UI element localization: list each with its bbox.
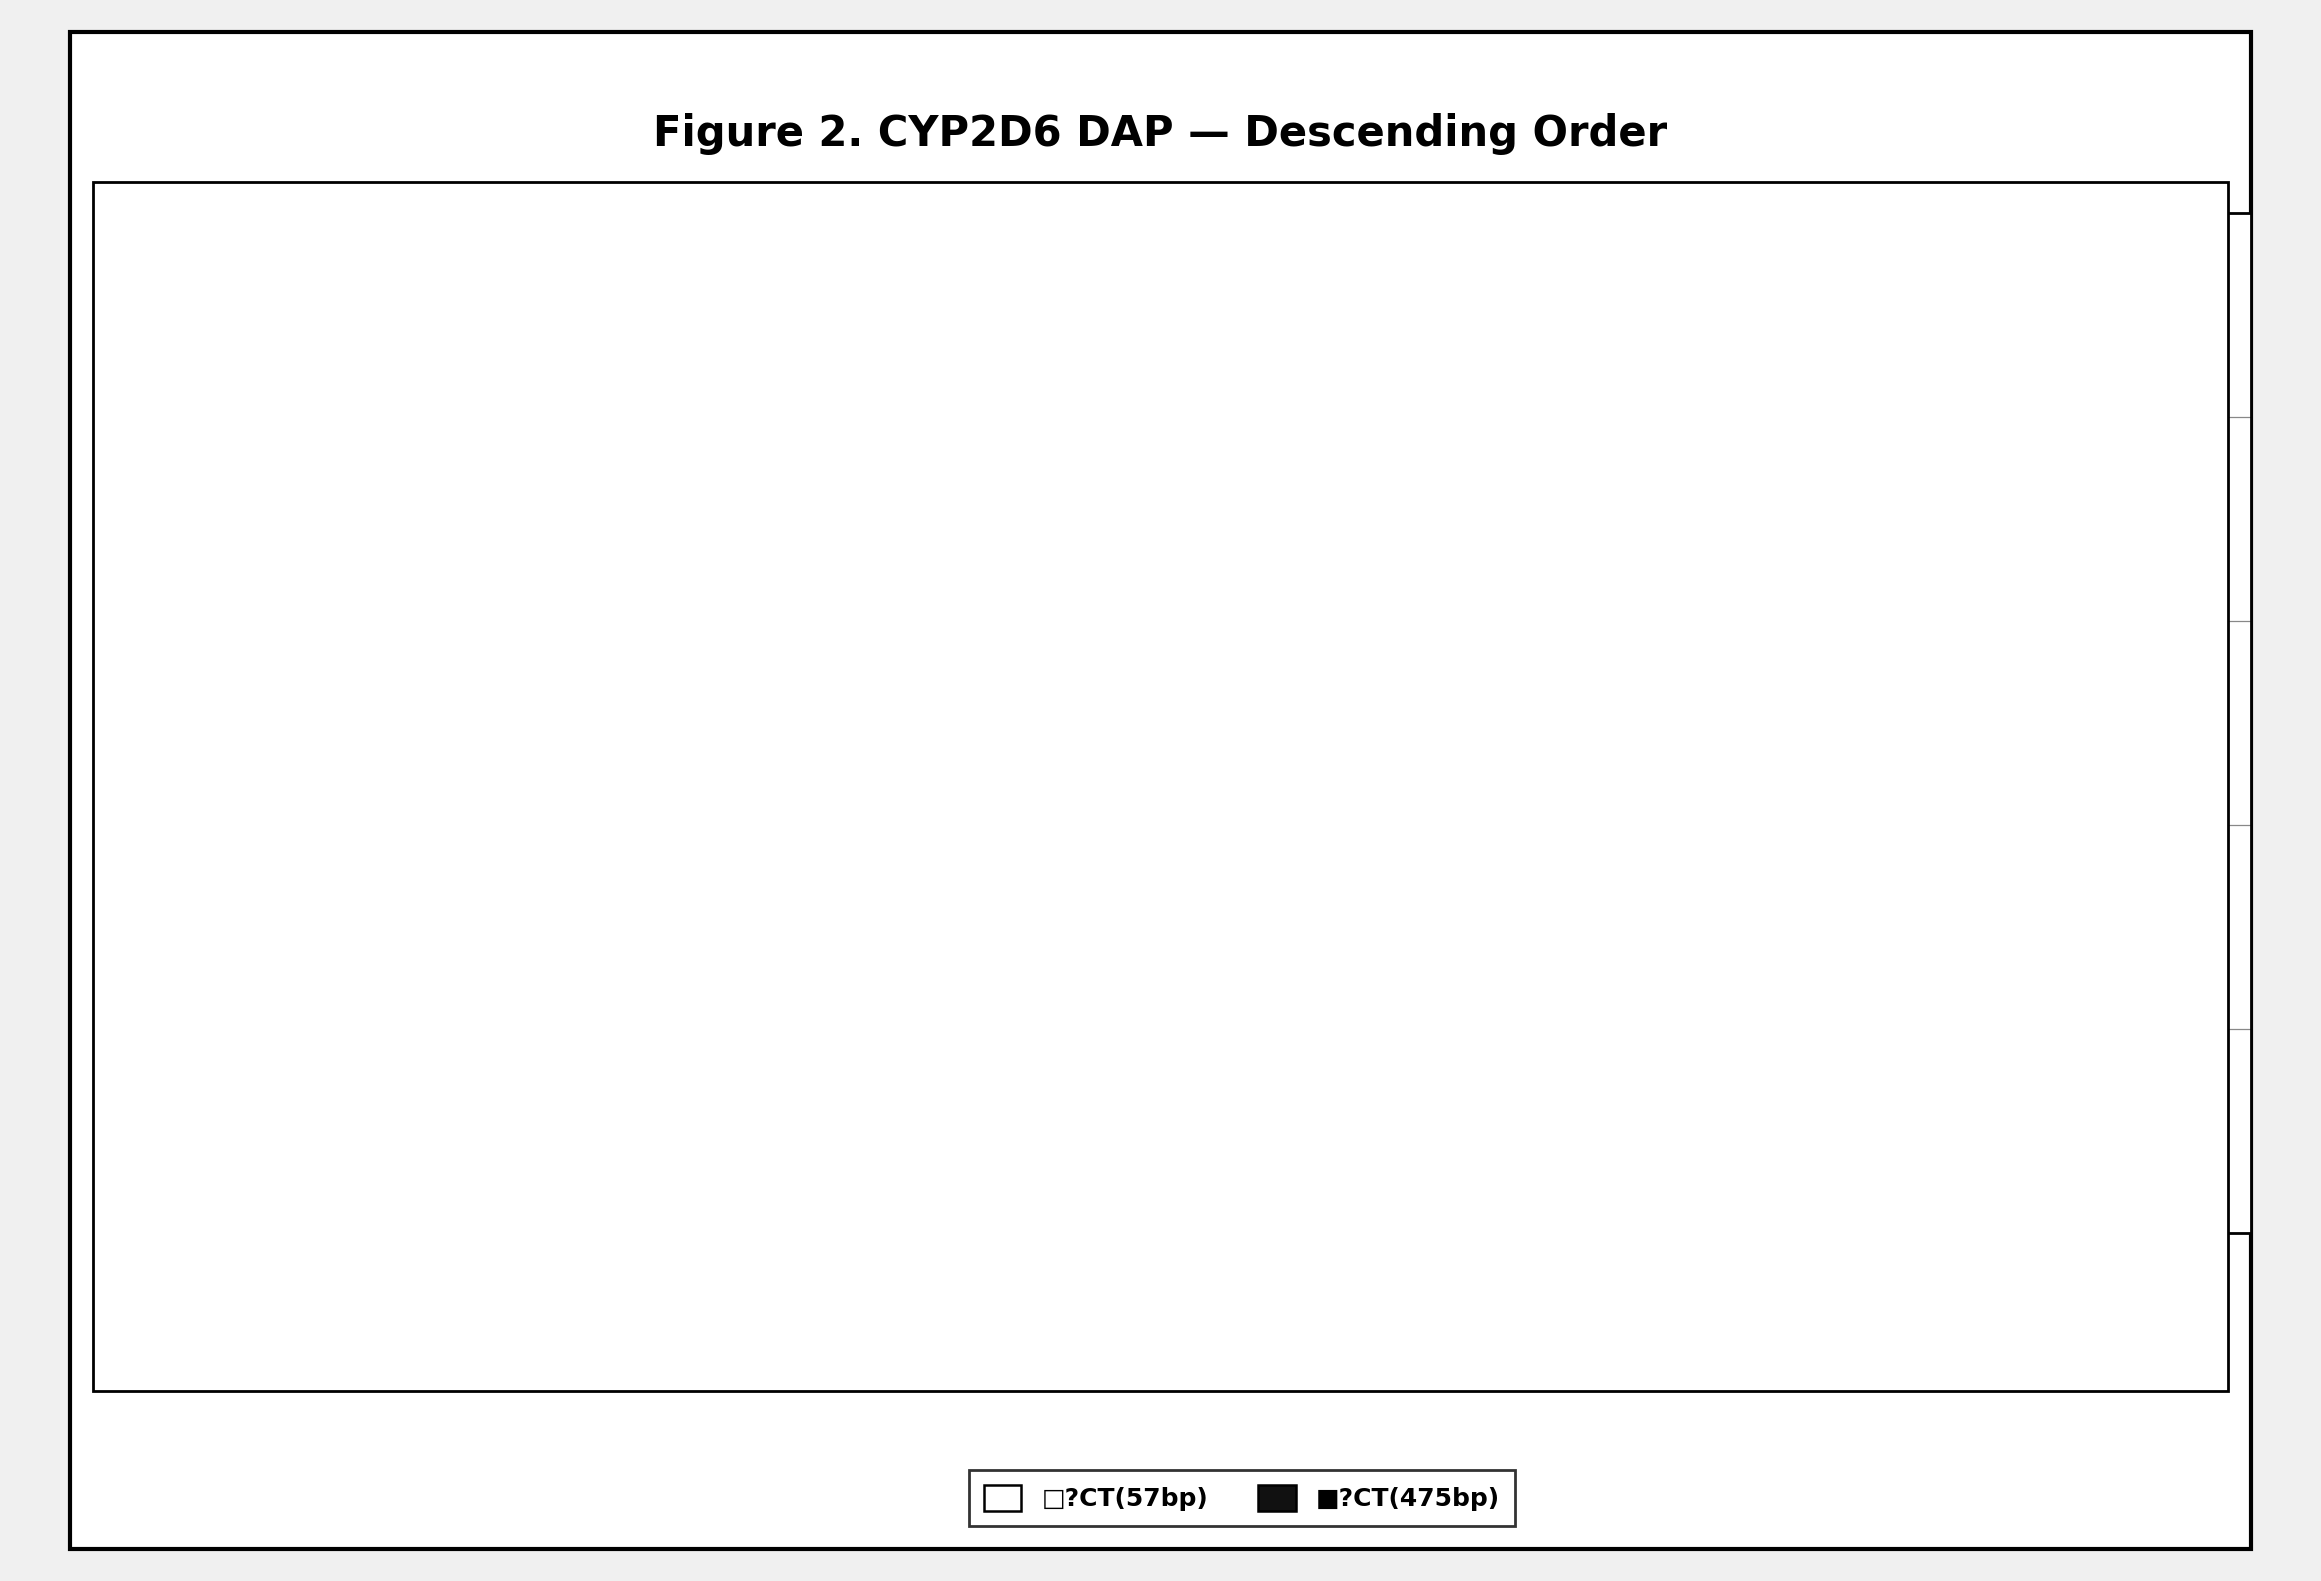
Bar xyxy=(1416,678,1476,1233)
Bar xyxy=(1574,719,1632,1233)
Bar xyxy=(325,500,383,1233)
Bar xyxy=(1632,699,1692,1233)
Bar xyxy=(2101,768,2159,1233)
Bar xyxy=(2040,792,2101,1233)
Bar xyxy=(791,519,852,1233)
Bar xyxy=(1321,645,1379,1233)
Bar xyxy=(383,299,443,1233)
Bar xyxy=(480,376,538,1233)
Bar xyxy=(949,621,1007,1233)
X-axis label: Primer:Template: Primer:Template xyxy=(1112,1282,1372,1311)
Bar xyxy=(1105,675,1163,1233)
Bar xyxy=(1945,740,2003,1233)
Legend: □?CT(57bp), ■?CT(475bp): □?CT(57bp), ■?CT(475bp) xyxy=(968,1470,1516,1526)
Bar xyxy=(696,438,754,1233)
Bar xyxy=(1163,626,1223,1233)
Text: Figure 2. CYP2D6 DAP — Descending Order: Figure 2. CYP2D6 DAP — Descending Order xyxy=(655,114,1666,155)
Bar xyxy=(1476,655,1534,1233)
Y-axis label: ?C₁: ?C₁ xyxy=(137,694,169,753)
Bar xyxy=(636,451,696,1233)
Bar xyxy=(1729,748,1787,1233)
Bar xyxy=(538,471,599,1233)
Bar xyxy=(1260,662,1321,1233)
Bar xyxy=(1787,699,1848,1233)
Bar xyxy=(1007,655,1068,1233)
Bar xyxy=(852,462,910,1233)
Bar xyxy=(1885,781,1945,1233)
